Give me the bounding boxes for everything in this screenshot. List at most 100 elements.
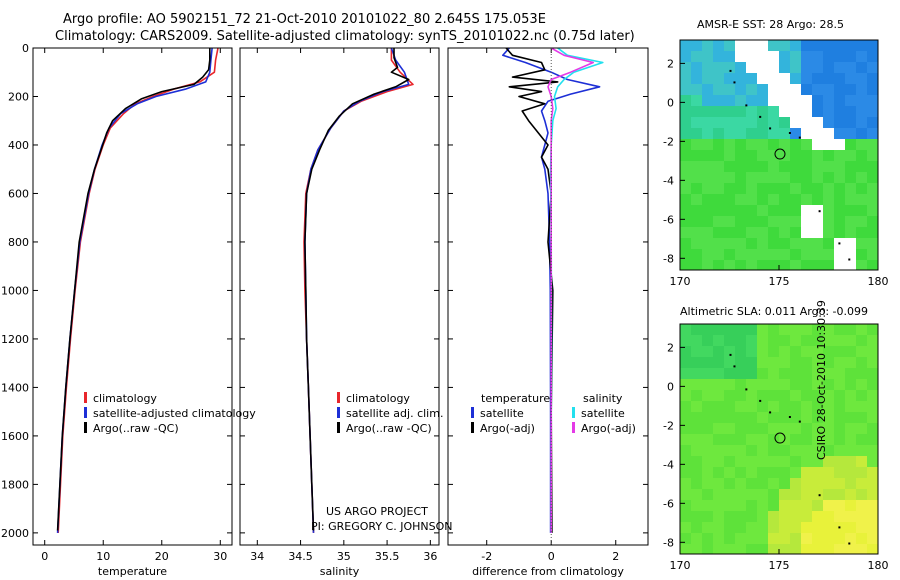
map-cell — [823, 172, 835, 184]
map-cell — [801, 216, 813, 228]
map-cell — [779, 249, 791, 261]
map-cell — [779, 95, 791, 107]
map-cell — [768, 84, 780, 96]
map-cell — [845, 412, 857, 424]
map-cell — [713, 205, 725, 217]
map-cell — [768, 445, 780, 457]
x-tick-label-salinity-profile: 35.5 — [375, 550, 400, 563]
map-cell — [702, 227, 714, 239]
map-cell — [834, 62, 846, 74]
map-cell — [746, 161, 758, 173]
map-x-tick-label: 170 — [670, 275, 691, 288]
map-cell — [724, 434, 736, 446]
map-cell — [834, 95, 846, 107]
map-cell — [779, 489, 791, 501]
map-cell — [735, 227, 747, 239]
map-cell — [746, 260, 758, 270]
map-cell — [702, 423, 714, 435]
map-cell — [856, 335, 868, 347]
x-tick-label-salinity-profile: 34 — [250, 550, 264, 563]
map-cell — [724, 379, 736, 391]
map-cell — [790, 161, 802, 173]
map-cell — [746, 357, 758, 369]
map-cell — [790, 194, 802, 206]
map-cell — [724, 511, 736, 523]
map-cell — [790, 324, 802, 336]
y-tick-label: 200 — [8, 90, 29, 103]
map-cell — [834, 139, 846, 151]
map-cell — [845, 335, 857, 347]
map-cell — [735, 128, 747, 140]
map-cell — [801, 456, 813, 468]
map-cell — [834, 500, 846, 512]
map-cell — [680, 478, 692, 490]
map-cell — [757, 227, 769, 239]
map-cell — [856, 51, 868, 63]
map-title-sst: AMSR-E SST: 28 Argo: 28.5 — [697, 18, 845, 31]
map-cell — [834, 117, 846, 129]
map-cell — [691, 357, 703, 369]
map-cell — [834, 467, 846, 479]
panel-frame-salinity-profile — [239, 47, 440, 546]
legend-swatch-red — [84, 392, 87, 403]
map-cell — [680, 194, 692, 206]
map-cell — [823, 62, 835, 74]
map-cell — [724, 139, 736, 151]
map-cell — [757, 128, 769, 140]
map-cell — [823, 249, 835, 261]
map-cell — [790, 183, 802, 195]
map-cell — [801, 467, 813, 479]
map-cell — [867, 456, 878, 468]
map-cell — [702, 51, 714, 63]
map-cell — [702, 40, 714, 52]
map-cell — [834, 390, 846, 402]
map-cell — [823, 40, 835, 52]
map-cell — [856, 467, 868, 479]
map-cell — [746, 172, 758, 184]
map-cell — [702, 522, 714, 534]
map-cell — [691, 172, 703, 184]
x-tick-label-temperature-profile: 0 — [41, 550, 48, 563]
map-cell — [823, 533, 835, 545]
map-cell — [801, 544, 813, 554]
island-mark — [729, 69, 732, 72]
island-mark — [729, 353, 732, 356]
map-cell — [768, 423, 780, 435]
legend-swatch-magenta — [572, 422, 575, 433]
island-mark — [788, 132, 791, 134]
map-cell — [867, 434, 878, 446]
map-cell — [757, 445, 769, 457]
map-cell — [779, 346, 791, 358]
legend-label: climatology — [93, 392, 157, 405]
map-cell — [757, 511, 769, 523]
map-cell — [790, 128, 802, 140]
map-cell — [746, 73, 758, 85]
map-cell — [801, 139, 813, 151]
map-cell — [680, 379, 692, 391]
map-cell — [757, 467, 769, 479]
map-cell — [823, 150, 835, 162]
map-cell — [823, 95, 835, 107]
map-cell — [856, 238, 868, 250]
map-cell — [724, 227, 736, 239]
map-cell — [724, 260, 736, 270]
map-cell — [823, 379, 835, 391]
map-cell — [867, 128, 878, 140]
map-cell — [856, 40, 868, 52]
map-cell — [845, 238, 857, 250]
map-cell — [845, 511, 857, 523]
map-cell — [691, 139, 703, 151]
map-cell — [735, 194, 747, 206]
map-x-tick-label: 180 — [868, 275, 889, 288]
map-cell — [746, 423, 758, 435]
map-cell — [691, 62, 703, 74]
map-cell — [845, 456, 857, 468]
map-cell — [867, 51, 878, 63]
map-cell — [702, 489, 714, 501]
map-cell — [768, 412, 780, 424]
legend-label: Argo(..raw -QC) — [93, 422, 179, 435]
map-cell — [713, 544, 725, 554]
map-cell — [823, 489, 835, 501]
map-cell — [845, 390, 857, 402]
map-cell — [823, 194, 835, 206]
